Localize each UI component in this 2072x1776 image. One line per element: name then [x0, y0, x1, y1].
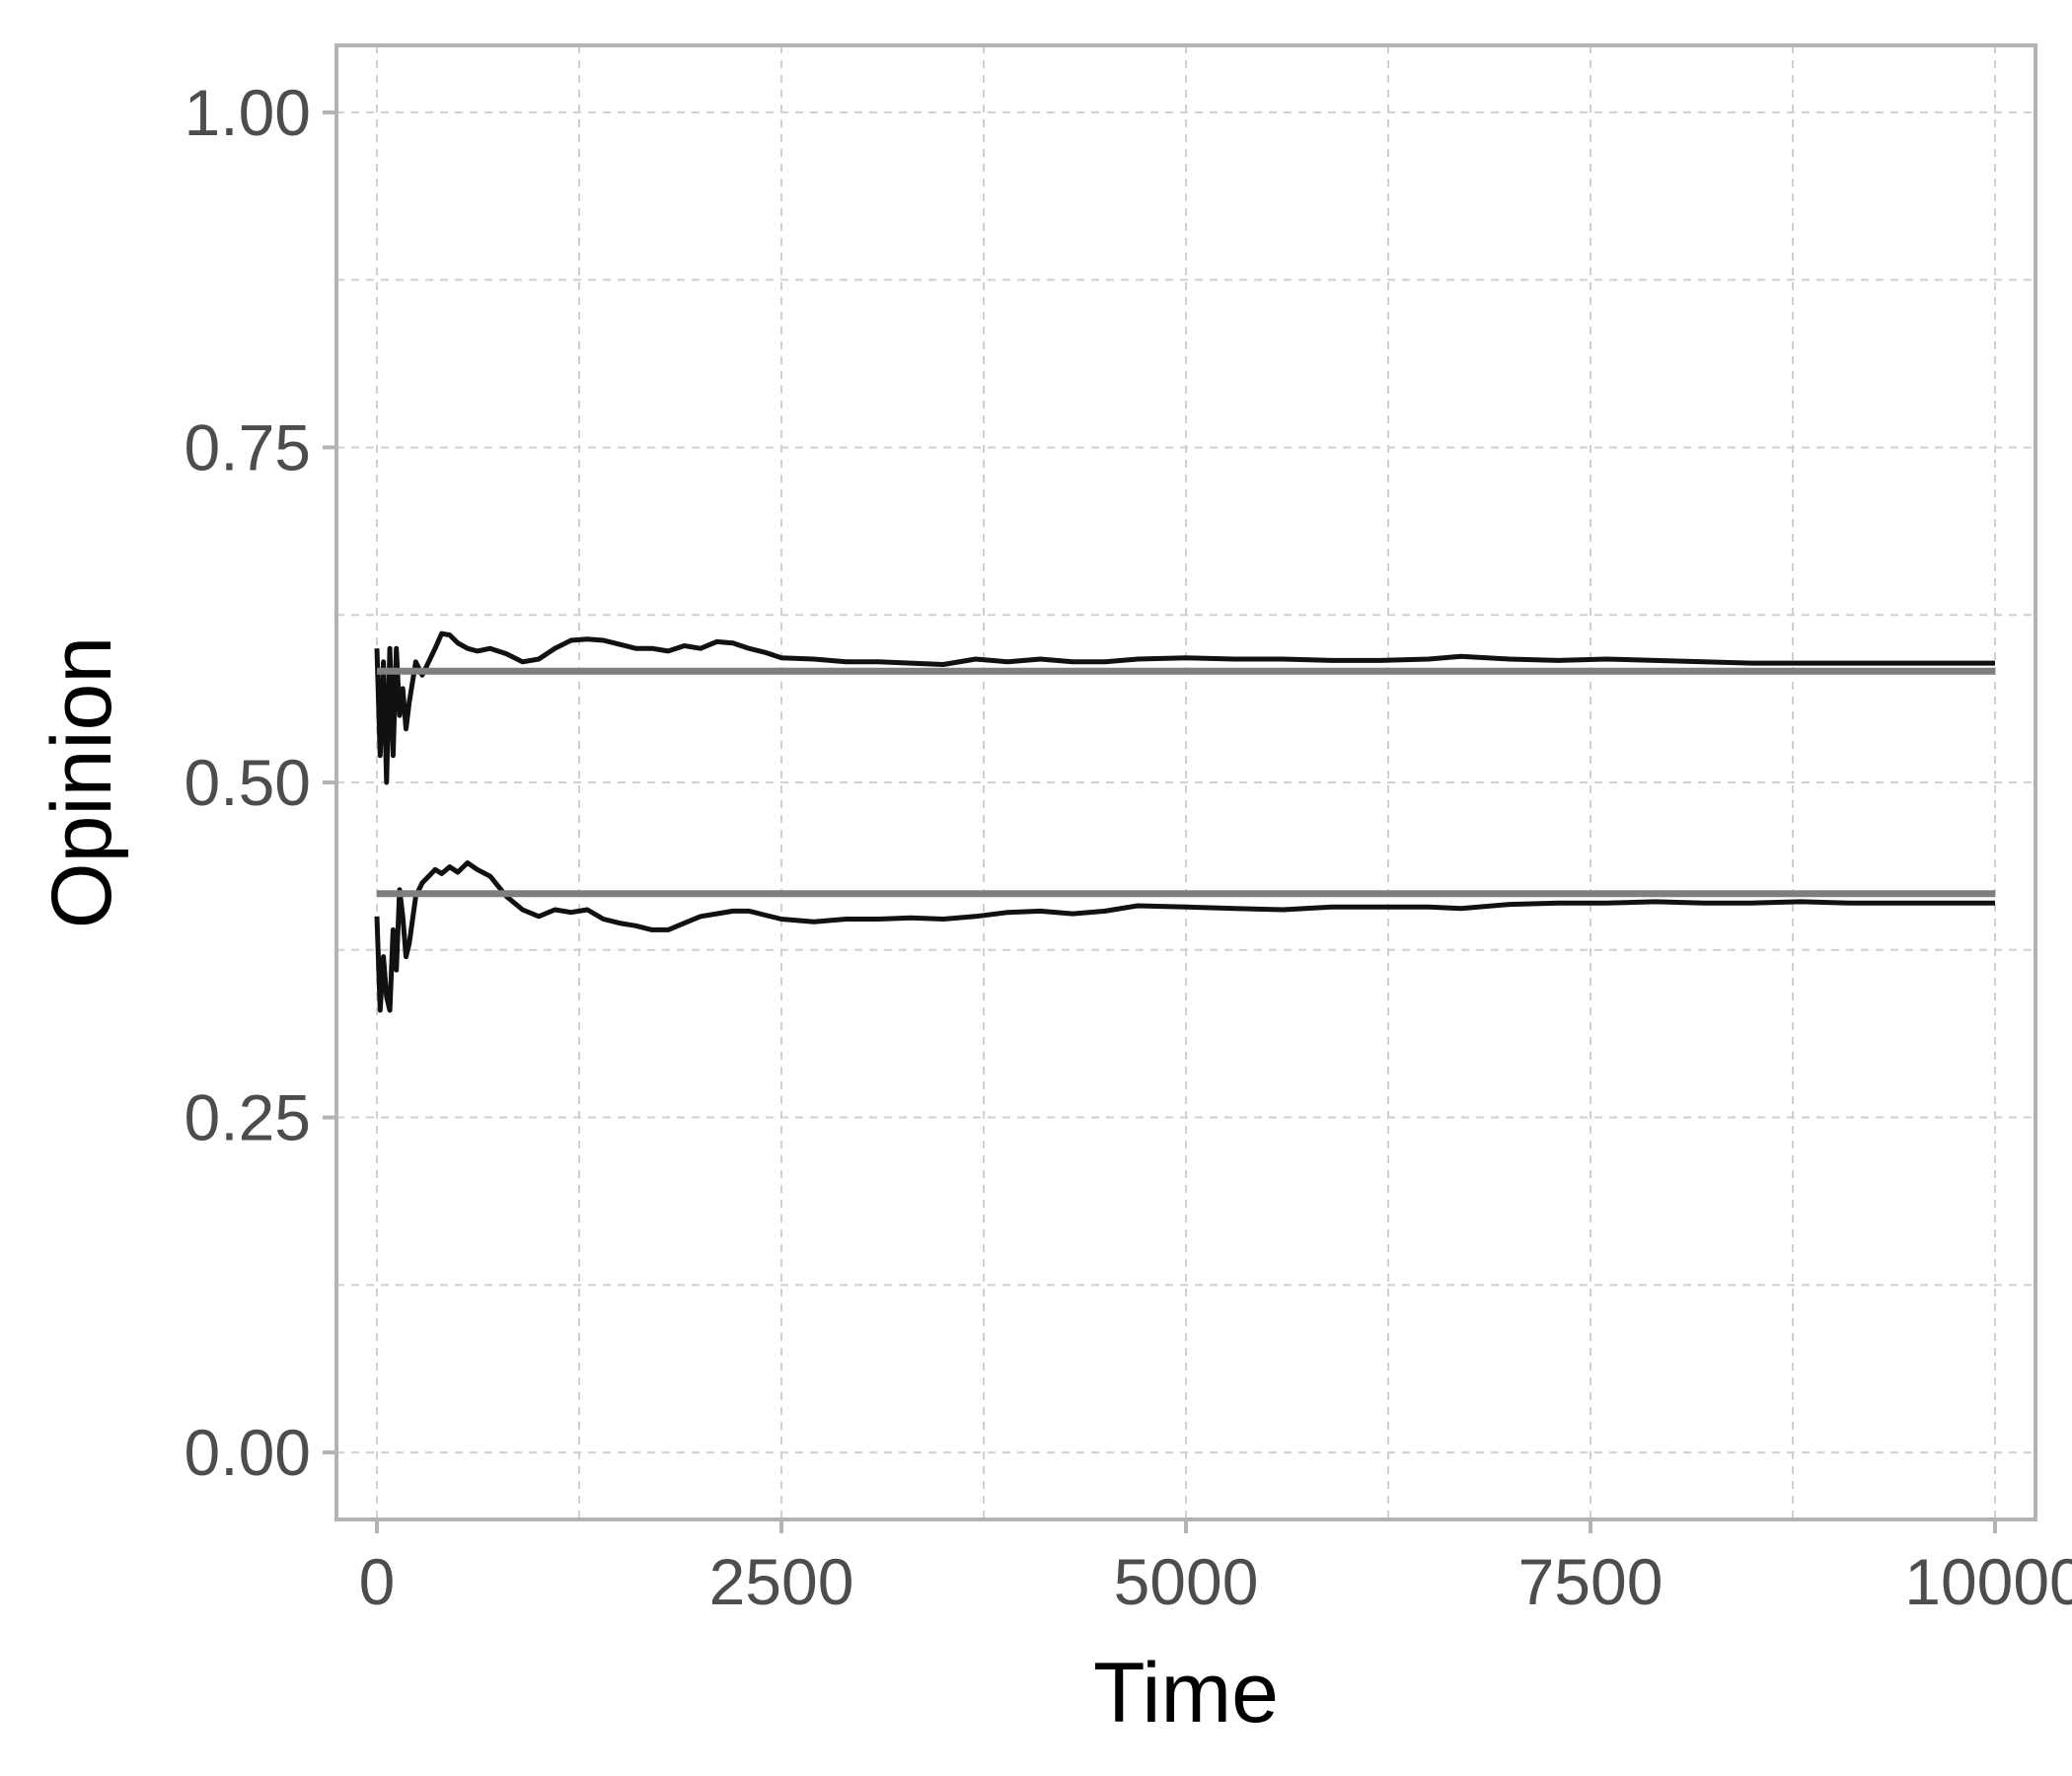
- y-tick-label: 1.00: [185, 76, 311, 149]
- x-tick-label: 7500: [1518, 1545, 1664, 1618]
- axis-ticks: 0 2500 5000 7500 10000 0.00 0.25 0.50 0.75 1.00: [185, 76, 2072, 1618]
- x-axis-title: Time: [1093, 1646, 1279, 1740]
- y-tick-label: 0.00: [185, 1416, 311, 1489]
- y-axis-title: Opinion: [35, 636, 129, 928]
- x-tick-label: 10000: [1904, 1545, 2072, 1618]
- trajectory-line: [374, 630, 1995, 785]
- x-tick-label: 0: [359, 1545, 396, 1618]
- grid-lines: [336, 45, 2035, 1519]
- y-tick-label: 0.25: [185, 1081, 311, 1154]
- y-tick-label: 0.75: [185, 410, 311, 483]
- series-layer: [374, 630, 1995, 1013]
- x-tick-label: 2500: [709, 1545, 854, 1618]
- y-tick-label: 0.50: [185, 746, 311, 819]
- x-tick-label: 5000: [1114, 1545, 1259, 1618]
